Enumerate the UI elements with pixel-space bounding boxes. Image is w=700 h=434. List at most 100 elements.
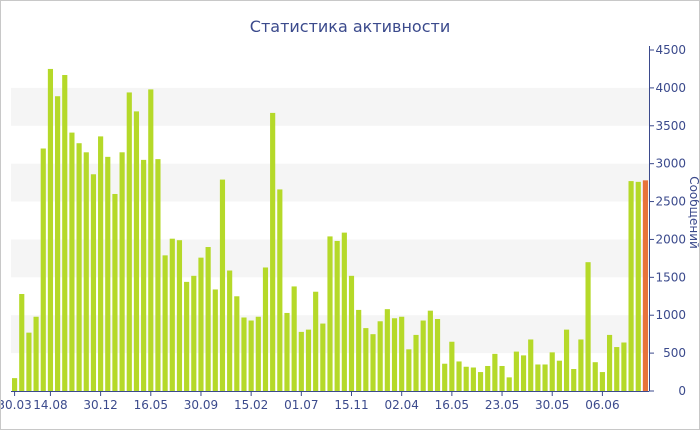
bar[interactable] (126, 92, 132, 391)
bar[interactable] (141, 159, 147, 391)
bar[interactable] (62, 75, 68, 391)
bar[interactable] (413, 334, 419, 391)
bar[interactable] (528, 339, 534, 391)
x-tick-label: 30.09 (184, 398, 218, 412)
bar[interactable] (112, 193, 118, 391)
bar[interactable] (19, 294, 25, 391)
bar[interactable] (635, 181, 641, 391)
bar[interactable] (399, 316, 405, 391)
bar[interactable] (571, 369, 577, 391)
bar[interactable] (391, 318, 398, 391)
x-tick-label: 02.04 (385, 398, 419, 412)
bar[interactable] (520, 355, 527, 391)
bar[interactable] (585, 262, 591, 391)
bar[interactable] (621, 342, 627, 392)
bar[interactable] (47, 68, 54, 391)
bar[interactable] (542, 364, 548, 391)
bar[interactable] (83, 152, 89, 391)
bar[interactable] (592, 362, 598, 391)
x-tick-label: 30.12 (83, 398, 117, 412)
bar[interactable] (341, 232, 347, 391)
bar[interactable] (298, 331, 304, 391)
bar[interactable] (327, 236, 333, 391)
bar[interactable] (549, 352, 555, 391)
grid-band (11, 87, 649, 126)
bar[interactable] (76, 143, 82, 391)
bar[interactable] (492, 353, 498, 391)
bars (12, 68, 648, 392)
bar[interactable] (535, 364, 541, 391)
bar[interactable] (563, 329, 570, 391)
bar[interactable] (133, 111, 140, 391)
bar[interactable] (348, 275, 355, 391)
bar[interactable] (442, 363, 448, 391)
bar[interactable] (205, 247, 211, 391)
bar[interactable] (155, 159, 161, 391)
bar[interactable] (477, 372, 484, 391)
bar[interactable] (98, 136, 104, 391)
bar[interactable] (33, 316, 39, 391)
bar[interactable] (12, 378, 18, 391)
bar[interactable] (506, 377, 512, 391)
bar[interactable] (219, 179, 226, 391)
bar[interactable] (162, 255, 168, 391)
bar[interactable] (356, 309, 362, 391)
bar[interactable] (90, 174, 97, 391)
bar[interactable] (427, 310, 433, 391)
bar[interactable] (234, 296, 240, 391)
bar[interactable] (513, 351, 519, 391)
bar[interactable] (320, 323, 326, 391)
bar[interactable] (248, 320, 254, 391)
bar[interactable] (499, 365, 505, 391)
bar[interactable] (255, 316, 261, 391)
bar[interactable] (485, 365, 491, 391)
bar[interactable] (599, 372, 605, 391)
bar[interactable] (69, 132, 75, 391)
bar[interactable] (578, 339, 584, 391)
y-tick-label: 2000 (655, 232, 686, 246)
bar[interactable] (614, 347, 620, 391)
bar[interactable] (119, 152, 125, 391)
bar[interactable] (169, 238, 175, 391)
bar[interactable] (463, 366, 469, 391)
x-tick-label: 16.05 (435, 398, 469, 412)
bar[interactable] (277, 189, 283, 391)
bar-highlighted[interactable] (642, 180, 648, 391)
bar[interactable] (148, 89, 154, 392)
bar[interactable] (55, 96, 61, 391)
bar[interactable] (26, 332, 32, 391)
bar[interactable] (420, 320, 426, 391)
x-ticks: 30.03 14.08 30.12 16.05 30.09 15.02 01.07 15.11… (0, 391, 620, 412)
bar[interactable] (449, 341, 455, 391)
bar[interactable] (334, 240, 340, 391)
bar[interactable] (313, 291, 319, 391)
bar[interactable] (434, 319, 441, 391)
bar[interactable] (556, 360, 562, 391)
bar[interactable] (105, 156, 111, 391)
bar[interactable] (606, 334, 613, 391)
bar[interactable] (363, 328, 369, 391)
bar[interactable] (270, 112, 276, 392)
bar[interactable] (406, 349, 412, 391)
x-tick-label: 30.05 (535, 398, 569, 412)
bar[interactable] (456, 361, 462, 391)
bar[interactable] (262, 267, 269, 391)
bar[interactable] (377, 321, 383, 391)
bar[interactable] (370, 334, 376, 391)
bar[interactable] (241, 317, 247, 392)
bar[interactable] (176, 240, 183, 391)
bar[interactable] (198, 257, 204, 391)
bar[interactable] (212, 289, 218, 391)
bar[interactable] (628, 181, 634, 391)
bar[interactable] (470, 367, 476, 391)
bar[interactable] (40, 148, 46, 391)
x-tick-label: 16.05 (134, 398, 168, 412)
bar[interactable] (305, 329, 312, 391)
bar[interactable] (227, 270, 233, 391)
bar[interactable] (384, 309, 390, 391)
bar[interactable] (284, 312, 290, 391)
bar[interactable] (191, 275, 197, 391)
bar[interactable] (291, 286, 297, 391)
bar[interactable] (184, 281, 190, 391)
